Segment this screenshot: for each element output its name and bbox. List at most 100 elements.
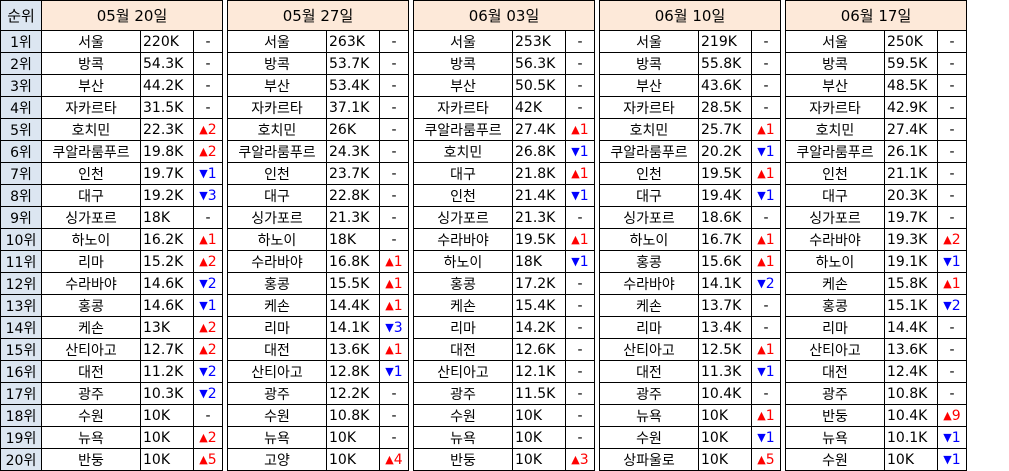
change-cell: 2 — [193, 426, 223, 449]
city-cell: 자카르타 — [785, 96, 885, 119]
value-cell: 43.6K — [698, 74, 752, 97]
change-cell: 1 — [751, 250, 781, 273]
no-change-indicator: - — [205, 55, 211, 72]
change-cell: - — [751, 52, 781, 75]
rank-up-indicator: 1 — [757, 254, 774, 270]
city-cell: 수원 — [599, 426, 699, 449]
value-cell: 250K — [884, 30, 938, 53]
value-cell: 59.5K — [884, 52, 938, 75]
city-cell: 대구 — [41, 184, 141, 207]
value-cell: 19.7K — [884, 206, 938, 229]
rank-up-indicator: 1 — [385, 342, 402, 358]
no-change-indicator: - — [577, 319, 583, 336]
value-cell: 27.4K — [512, 118, 566, 141]
no-change-indicator: - — [205, 77, 211, 94]
change-cell: - — [565, 316, 595, 339]
change-cell: - — [751, 96, 781, 119]
change-cell: 2 — [193, 118, 223, 141]
header-row: 순위 05월 20일 05월 27일 06월 03일 06월 10일 06월 1… — [0, 0, 967, 31]
rank-down-indicator: 2 — [199, 276, 216, 292]
value-cell: 15.8K — [884, 272, 938, 295]
value-cell: 44.2K — [140, 74, 194, 97]
city-cell: 부산 — [227, 74, 327, 97]
rank-cell: 6위 — [0, 140, 42, 163]
value-cell: 26.1K — [884, 140, 938, 163]
no-change-indicator: - — [577, 341, 583, 358]
no-change-indicator: - — [949, 385, 955, 402]
value-cell: 20.3K — [884, 184, 938, 207]
change-cell: 3 — [565, 448, 595, 471]
value-cell: 10K — [326, 448, 380, 471]
rank-down-indicator: 1 — [943, 452, 960, 468]
rank-up-indicator: 1 — [199, 232, 216, 248]
change-cell: - — [565, 74, 595, 97]
table-row: 1위 서울 220K - 서울 263K - 서울 253K - 서울 219K - 서울 250K - — [0, 30, 967, 53]
value-cell: 11.3K — [698, 360, 752, 383]
table-row: 12위수라바야14.6K2홍콩15.5K1홍콩17.2K-수라바야14.1K2케… — [0, 272, 967, 295]
no-change-indicator: - — [205, 407, 211, 424]
city-cell: 광주 — [413, 382, 513, 405]
value-cell: 53.4K — [326, 74, 380, 97]
change-cell: 1 — [565, 162, 595, 185]
change-cell: - — [937, 140, 967, 163]
change-cell: - — [565, 426, 595, 449]
table-row: 13위홍콩14.6K1케손14.4K1케손15.4K-케손13.7K-홍콩15.… — [0, 294, 967, 317]
no-change-indicator: - — [391, 77, 397, 94]
rank-down-indicator: 1 — [385, 364, 402, 380]
city-cell: 홍콩 — [227, 272, 327, 295]
no-change-indicator: - — [763, 297, 769, 314]
value-cell: 19.4K — [698, 184, 752, 207]
change-cell: - — [751, 74, 781, 97]
value-cell: 16.2K — [140, 228, 194, 251]
rank-up-indicator: 2 — [199, 122, 216, 138]
city-cell: 뉴욕 — [785, 426, 885, 449]
change-cell: 2 — [193, 382, 223, 405]
change-cell: 1 — [379, 272, 409, 295]
city-cell: 대전 — [599, 360, 699, 383]
value-cell: 14.4K — [326, 294, 380, 317]
city-cell: 대구 — [599, 184, 699, 207]
city-cell: 수라바야 — [599, 272, 699, 295]
value-cell: 42K — [512, 96, 566, 119]
no-change-indicator: - — [391, 407, 397, 424]
no-change-indicator: - — [577, 209, 583, 226]
value-cell: 10.4K — [698, 382, 752, 405]
city-cell: 쿠알라룸푸르 — [413, 118, 513, 141]
city-cell: 대전 — [413, 338, 513, 361]
change-cell: - — [193, 206, 223, 229]
no-change-indicator: - — [949, 143, 955, 160]
value-cell: 19.7K — [140, 162, 194, 185]
rank-up-indicator: 1 — [385, 276, 402, 292]
city-cell: 리마 — [41, 250, 141, 273]
change-cell: - — [937, 30, 967, 53]
rank-up-indicator: 1 — [571, 166, 588, 182]
city-cell: 방콕 — [227, 52, 327, 75]
rank-up-indicator: 5 — [757, 452, 774, 468]
change-cell: - — [379, 382, 409, 405]
value-cell: 10K — [698, 448, 752, 471]
change-cell: - — [379, 118, 409, 141]
city-cell: 방콕 — [413, 52, 513, 75]
rank-down-indicator: 3 — [199, 188, 216, 204]
change-cell: - — [379, 162, 409, 185]
change-cell: 5 — [193, 448, 223, 471]
change-cell: - — [937, 118, 967, 141]
change-cell: - — [751, 294, 781, 317]
no-change-indicator: - — [391, 209, 397, 226]
rank-cell: 8위 — [0, 184, 42, 207]
no-change-indicator: - — [391, 165, 397, 182]
rank-cell: 19위 — [0, 426, 42, 449]
change-cell: 1 — [565, 250, 595, 273]
value-cell: 10.8K — [884, 382, 938, 405]
change-cell: - — [379, 96, 409, 119]
table-row: 15위산티아고12.7K2대전13.6K1대전12.6K-산티아고12.5K1산… — [0, 338, 967, 361]
value-cell: 25.7K — [698, 118, 752, 141]
city-cell: 부산 — [785, 74, 885, 97]
city-cell: 리마 — [599, 316, 699, 339]
rank-down-indicator: 1 — [571, 144, 588, 160]
change-cell: 2 — [193, 140, 223, 163]
week-header: 05월 20일 — [41, 0, 223, 31]
no-change-indicator: - — [949, 33, 955, 50]
city-cell: 싱가포르 — [785, 206, 885, 229]
no-change-indicator: - — [391, 55, 397, 72]
